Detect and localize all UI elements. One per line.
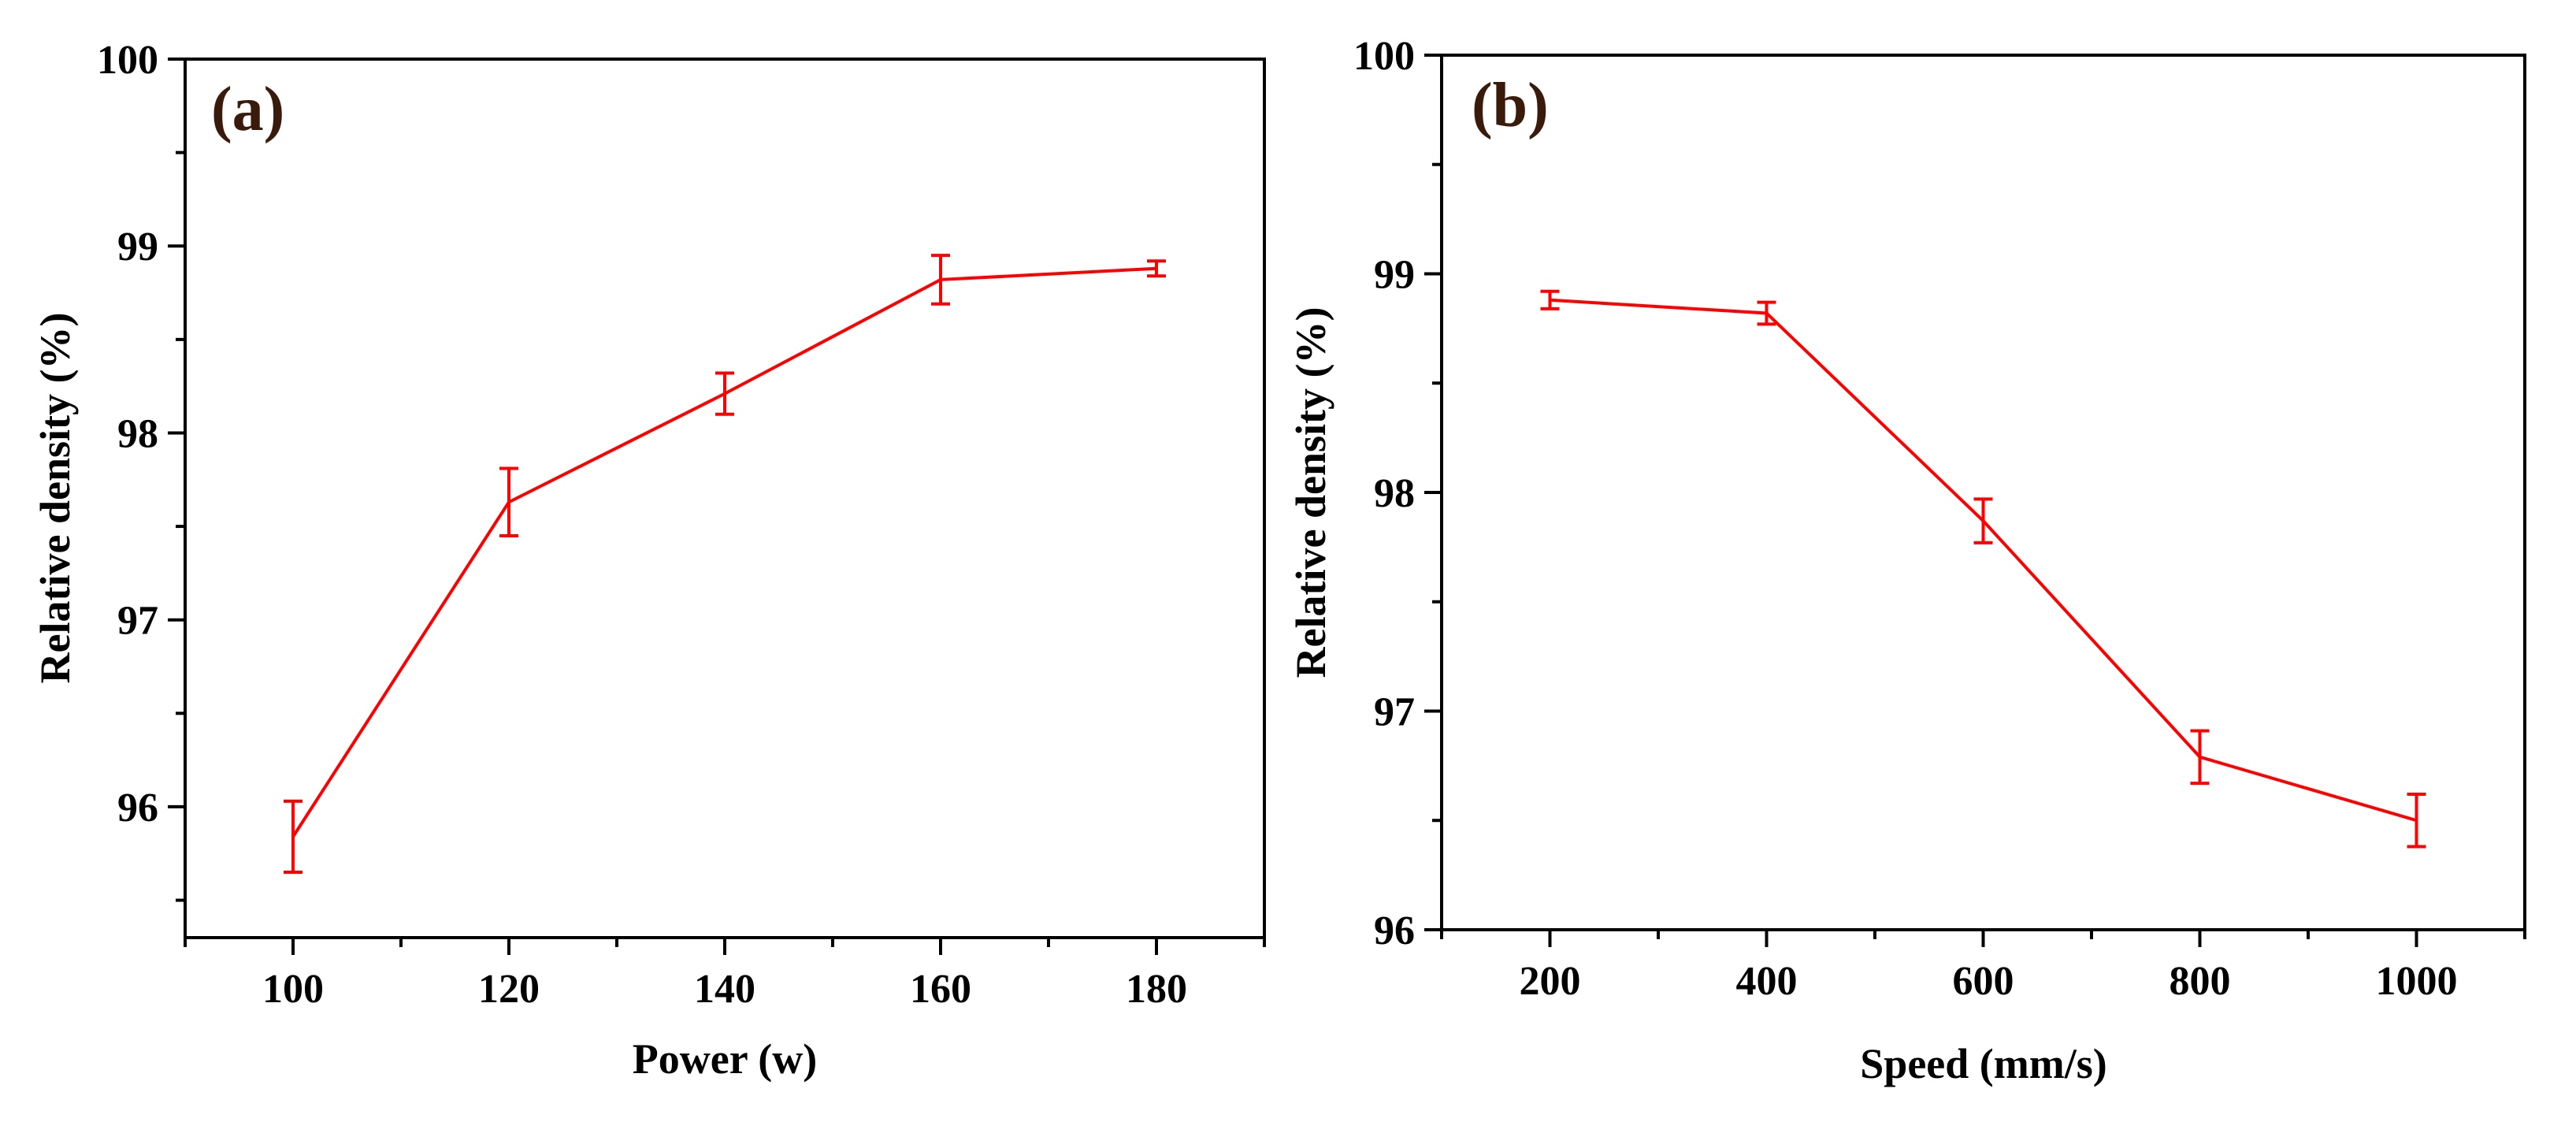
plot-frame-a <box>184 58 1266 939</box>
ticks-b <box>1424 54 2526 947</box>
series-a <box>284 254 1166 874</box>
x-tick-label: 160 <box>910 967 971 1012</box>
y-tick-label: 98 <box>117 411 158 456</box>
x-axis-title-b: Speed (mm/s) <box>1860 1040 2106 1087</box>
y-axis-title-b: Relative density (%) <box>1287 307 1334 678</box>
plot-frame-b <box>1440 54 2526 931</box>
x-axis-title-a: Power (w) <box>633 1035 817 1083</box>
x-tick-label: 400 <box>1736 959 1798 1004</box>
x-tick-label: 1000 <box>2376 959 2458 1004</box>
y-tick-label: 97 <box>117 599 158 644</box>
x-tick-label: 180 <box>1126 967 1187 1012</box>
x-tick-label: 200 <box>1520 959 1581 1004</box>
y-tick-label: 98 <box>1374 471 1415 516</box>
chart-panel-a: 100 120 140 160 180 96 97 98 99 100 (a) Power (w)… <box>32 38 1266 1083</box>
series-line <box>291 266 1157 838</box>
series-line <box>1550 298 2418 823</box>
y-tick-label: 97 <box>1374 690 1415 735</box>
y-tick-label: 99 <box>1374 253 1415 298</box>
y-tick-label: 96 <box>1374 908 1415 953</box>
x-tick-label: 100 <box>262 967 324 1012</box>
x-tick-label: 800 <box>2170 959 2231 1004</box>
x-tick-label: 140 <box>694 967 755 1012</box>
y-tick-label: 96 <box>117 786 158 830</box>
y-axis-title-a: Relative density (%) <box>32 313 79 684</box>
ticks-a <box>168 58 1266 955</box>
tick-labels-b: 200 400 600 800 1000 96 97 98 99 100 <box>1353 34 2458 1004</box>
y-tick-label: 99 <box>117 225 158 269</box>
series-b <box>1540 289 2426 849</box>
panel-label-b: (b) <box>1472 71 1549 140</box>
y-tick-label: 100 <box>1353 34 1415 79</box>
y-tick-label: 100 <box>97 38 158 83</box>
tick-labels-a: 100 120 140 160 180 96 97 98 99 100 <box>97 38 1187 1012</box>
x-tick-label: 120 <box>478 967 540 1012</box>
chart-panel-b: 200 400 600 800 1000 96 97 98 99 100 (b) Speed (m… <box>1287 34 2526 1087</box>
panel-label-a: (a) <box>211 75 284 144</box>
x-tick-label: 600 <box>1953 959 2014 1004</box>
